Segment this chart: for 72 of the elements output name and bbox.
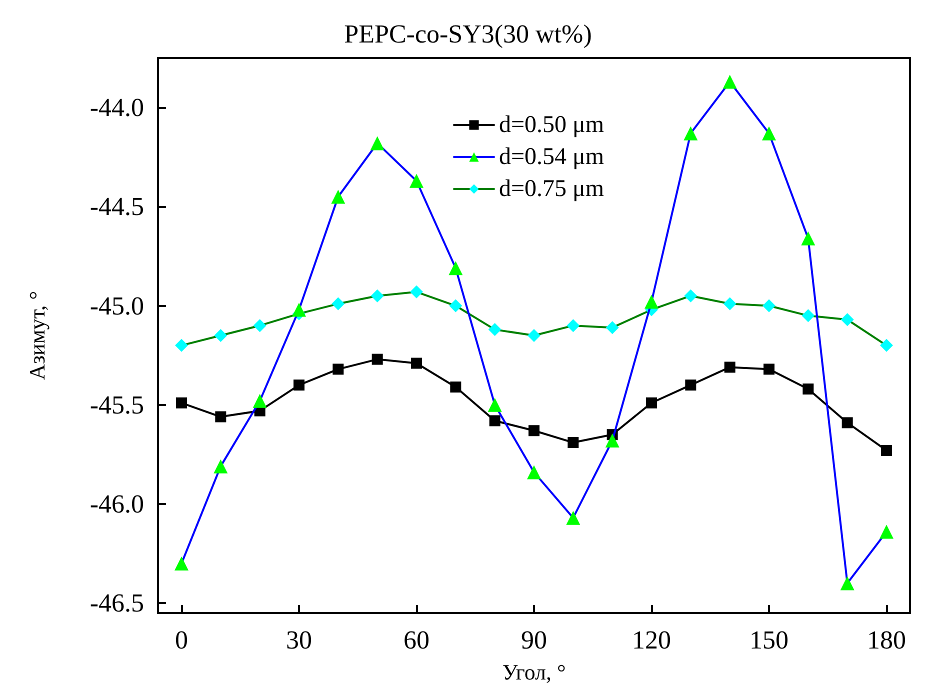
point	[840, 576, 854, 590]
y-tick-label: -46.0	[90, 489, 144, 518]
y-tick-label: -45.0	[90, 291, 144, 320]
point	[722, 74, 737, 89]
point	[606, 321, 619, 334]
point	[450, 382, 462, 393]
point	[449, 299, 462, 312]
point	[215, 411, 226, 422]
point	[762, 299, 776, 312]
point	[802, 384, 814, 395]
point	[370, 136, 384, 150]
point	[410, 285, 423, 298]
point	[644, 294, 658, 309]
point	[568, 437, 579, 448]
point	[684, 126, 698, 140]
legend-label: d=0.54 μm	[499, 144, 604, 170]
point	[488, 398, 502, 412]
chart-title: PEPC-co-SY3(30 wt%)	[344, 20, 592, 48]
point	[880, 338, 893, 352]
point	[332, 297, 345, 310]
point	[214, 329, 228, 342]
point	[370, 289, 384, 302]
point	[488, 323, 502, 336]
x-tick-label: 180	[867, 626, 906, 654]
point	[528, 329, 540, 342]
point	[684, 289, 698, 302]
x-axis-title: Угол, °	[502, 660, 566, 684]
y-tick-label: -44.0	[90, 93, 144, 122]
point	[294, 380, 304, 391]
point	[527, 465, 541, 480]
point	[842, 417, 853, 428]
y-tick-label: -45.5	[90, 390, 144, 420]
x-tick-label: 150	[750, 626, 788, 654]
point	[724, 362, 736, 373]
point	[176, 397, 187, 408]
legend-label: d=0.75 μm	[499, 176, 604, 202]
point	[253, 319, 266, 332]
point	[411, 358, 422, 369]
y-tick-label: -46.5	[90, 588, 144, 618]
point	[448, 261, 463, 276]
point	[801, 231, 816, 246]
point	[802, 309, 815, 322]
point	[566, 510, 580, 525]
point	[881, 444, 892, 456]
point	[292, 302, 306, 317]
point	[880, 524, 894, 539]
point	[410, 174, 424, 188]
legend-label: d=0.50 μm	[499, 112, 604, 138]
point	[332, 364, 344, 375]
point	[372, 354, 383, 365]
y-axis-title: Азимут, °	[24, 290, 50, 380]
point	[252, 394, 267, 408]
point	[214, 459, 228, 474]
x-tick-label: 30	[286, 626, 312, 654]
point	[840, 313, 854, 326]
point	[764, 364, 774, 375]
point	[528, 425, 540, 436]
x-tick-label: 120	[632, 626, 671, 654]
point	[605, 434, 620, 448]
point	[566, 319, 580, 332]
point	[762, 126, 776, 140]
point	[685, 380, 696, 391]
point	[175, 338, 188, 352]
x-tick-label: 90	[521, 626, 547, 654]
point	[723, 297, 736, 310]
point	[331, 190, 346, 204]
x-tick-label: 60	[404, 626, 430, 654]
x-tick-label: 0	[175, 626, 188, 654]
point	[174, 556, 188, 570]
y-tick-label: -44.5	[90, 192, 144, 222]
point	[646, 397, 657, 408]
point	[489, 415, 500, 426]
